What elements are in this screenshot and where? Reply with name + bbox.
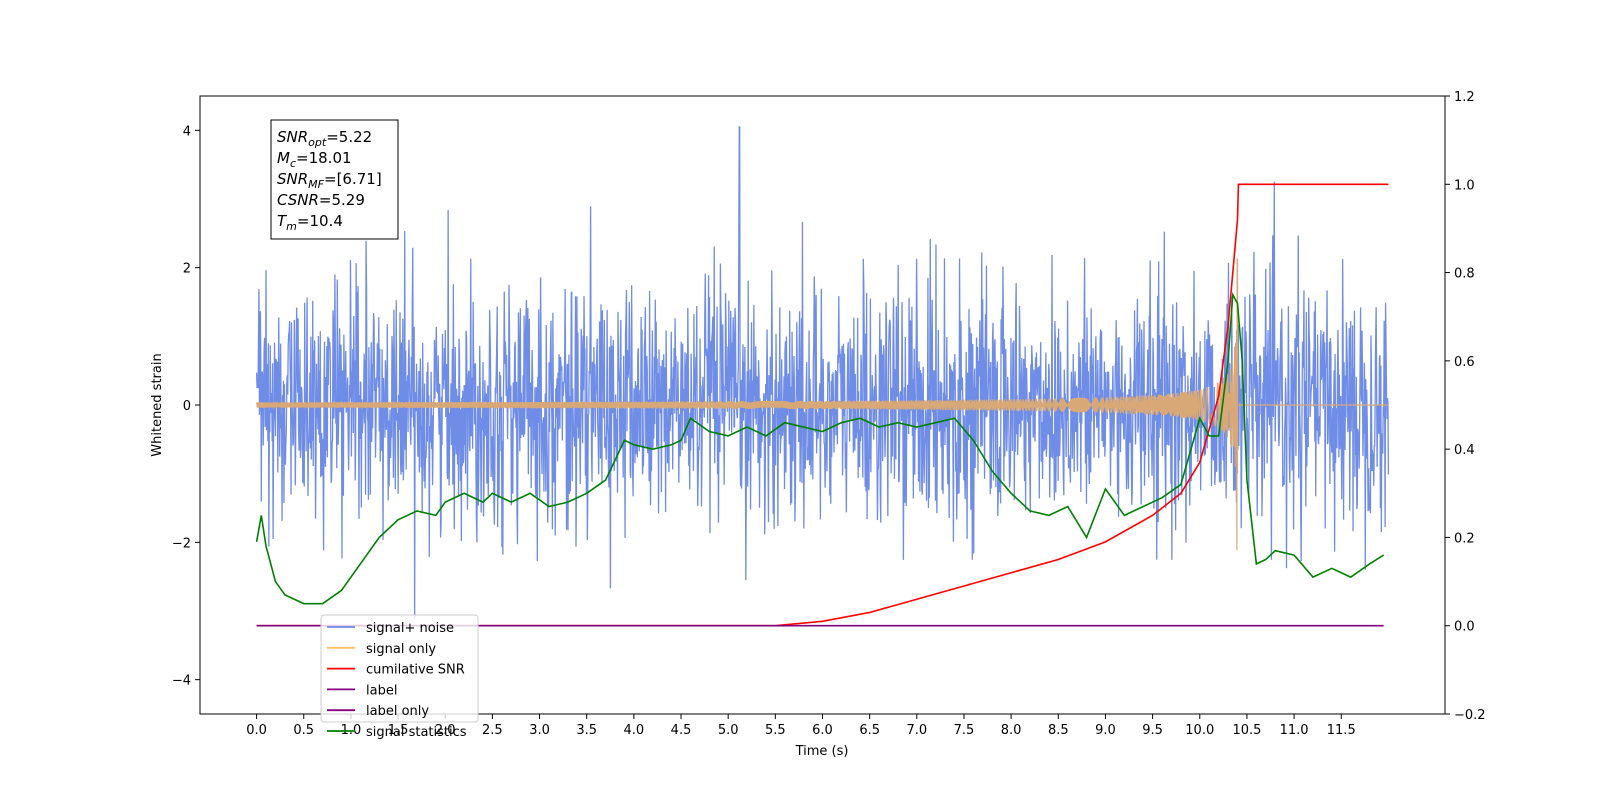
annotation-line: SNRMF=[6.71] <box>277 170 382 191</box>
y2-tick-label: 0.2 <box>1454 531 1475 546</box>
series-signal-noise <box>255 126 1390 619</box>
x-tick-label: 2.5 <box>482 723 503 738</box>
x-tick-label: 4.5 <box>671 723 692 738</box>
x-tick-label: 10.0 <box>1185 723 1214 738</box>
plot-area <box>255 126 1390 627</box>
x-tick-label: 3.5 <box>576 723 597 738</box>
annotation-line: Mc=18.01 <box>277 149 352 170</box>
x-tick-label: 6.0 <box>812 723 833 738</box>
x-tick-label: 9.0 <box>1095 723 1116 738</box>
x-tick-label: 11.0 <box>1280 723 1309 738</box>
x-tick-label: 11.5 <box>1327 723 1356 738</box>
x-tick-label: 8.0 <box>1001 723 1022 738</box>
legend-entry-signal-statistics: signal statistics <box>366 725 467 740</box>
legend-entry-label: label <box>366 683 397 698</box>
annotation-line: SNRopt=5.22 <box>277 128 372 149</box>
y2-tick-label: 1.0 <box>1454 178 1475 193</box>
y-axis-label: Whitened strain <box>150 353 165 456</box>
x-tick-label: 4.0 <box>624 723 645 738</box>
x-tick-label: 2.0 <box>435 723 456 738</box>
legend: signal+ noise signal only cumilative SNR la… <box>320 614 479 740</box>
x-tick-label: 0.5 <box>293 723 314 738</box>
series-cumilative-snr <box>256 183 1389 627</box>
annotation-line: CSNR=5.29 <box>277 191 365 209</box>
y-axis-right: 1.2 1.0 0.8 0.6 0.4 0.2 0.0 −0.2 <box>1445 90 1486 723</box>
y2-tick-label: 0.0 <box>1454 620 1475 635</box>
legend-entry-signal-noise: signal+ noise <box>366 621 454 636</box>
y-tick-label: 2 <box>183 262 191 277</box>
legend-entry-signal-only: signal only <box>366 642 436 657</box>
series-signal-only <box>256 258 1389 551</box>
y2-tick-label: 0.4 <box>1454 443 1475 458</box>
x-axis: 0.0 0.5 1.0 1.5 2.0 2.5 3.0 3.5 4.0 4.5 5.0 5.5 6.0 6… <box>246 714 1356 738</box>
y2-tick-label: −0.2 <box>1454 708 1486 723</box>
legend-entry-label-only: label only <box>366 704 429 719</box>
y-tick-label: −4 <box>172 674 191 689</box>
annotation-frame <box>270 119 399 240</box>
x-tick-label: 9.5 <box>1142 723 1163 738</box>
y2-tick-label: 0.6 <box>1454 355 1475 370</box>
y2-tick-label: 0.8 <box>1454 267 1475 282</box>
y-tick-label: 0 <box>183 399 191 414</box>
legend-frame <box>320 614 479 723</box>
x-tick-label: 5.5 <box>765 723 786 738</box>
x-tick-label: 1.5 <box>388 723 409 738</box>
x-tick-label: 0.0 <box>246 723 267 738</box>
annotation-line: Tm=10.4 <box>277 212 343 233</box>
x-tick-label: 8.5 <box>1048 723 1069 738</box>
legend-entry-cumilative-snr: cumilative SNR <box>366 663 465 678</box>
annotation-box: SNRopt=5.22Mc=18.01SNRMF=[6.71]CSNR=5.29… <box>270 119 399 240</box>
x-axis-label: Time (s) <box>795 744 849 759</box>
x-tick-label: 3.0 <box>529 723 550 738</box>
x-tick-label: 5.0 <box>718 723 739 738</box>
x-tick-label: 6.5 <box>859 723 880 738</box>
y-tick-label: 4 <box>183 124 191 139</box>
x-tick-label: 7.0 <box>906 723 927 738</box>
y-axis-left: 4 2 0 −2 −4 <box>172 124 200 689</box>
x-tick-label: 10.5 <box>1232 723 1261 738</box>
x-tick-label: 7.5 <box>954 723 975 738</box>
series-signal-statistics <box>255 291 1385 605</box>
y-tick-label: −2 <box>172 536 191 551</box>
y2-tick-label: 1.2 <box>1454 90 1475 105</box>
